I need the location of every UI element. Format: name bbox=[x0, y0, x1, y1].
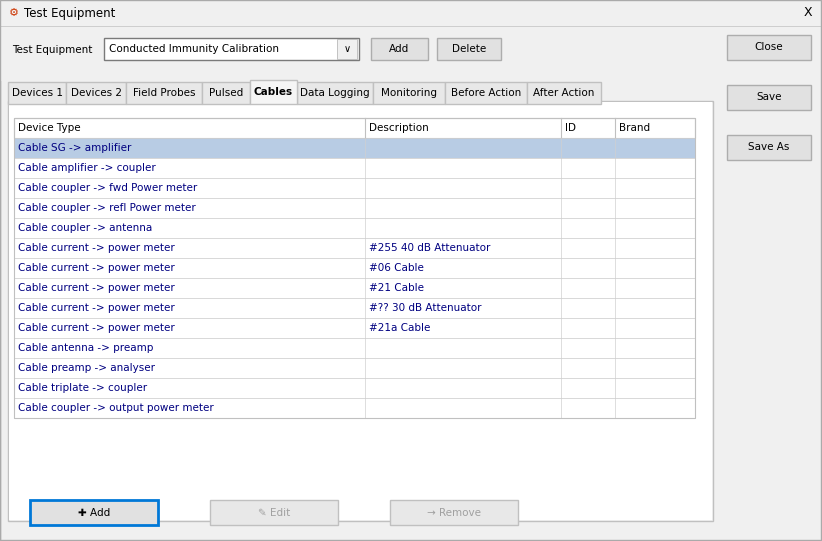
Text: X: X bbox=[804, 6, 812, 19]
Bar bbox=[390, 500, 518, 525]
Bar bbox=[0, 0, 822, 26]
Text: Monitoring: Monitoring bbox=[381, 88, 437, 98]
Text: Cable coupler -> fwd Power meter: Cable coupler -> fwd Power meter bbox=[18, 183, 197, 193]
Bar bbox=[445, 82, 527, 104]
Text: After Action: After Action bbox=[533, 88, 594, 98]
Text: #255 40 dB Attenuator: #255 40 dB Attenuator bbox=[369, 243, 491, 253]
Text: ∨: ∨ bbox=[344, 44, 350, 54]
Text: Save: Save bbox=[756, 93, 782, 102]
Bar bbox=[437, 38, 501, 60]
Bar bbox=[14, 278, 695, 298]
Bar bbox=[30, 500, 158, 525]
Bar bbox=[66, 82, 126, 104]
Bar bbox=[9, 102, 712, 520]
Bar bbox=[8, 101, 713, 521]
Text: Data Logging: Data Logging bbox=[300, 88, 370, 98]
Text: Cable coupler -> antenna: Cable coupler -> antenna bbox=[18, 223, 152, 233]
Bar bbox=[297, 82, 373, 104]
Text: Cable preamp -> analyser: Cable preamp -> analyser bbox=[18, 363, 155, 373]
Bar bbox=[371, 38, 428, 60]
Text: Devices 2: Devices 2 bbox=[71, 88, 122, 98]
Bar bbox=[14, 118, 695, 138]
Bar bbox=[126, 82, 202, 104]
Bar bbox=[14, 178, 695, 198]
Text: Add: Add bbox=[390, 44, 409, 54]
Text: ⚙: ⚙ bbox=[9, 8, 19, 18]
Bar bbox=[14, 398, 695, 418]
Text: Cable triplate -> coupler: Cable triplate -> coupler bbox=[18, 383, 147, 393]
Bar bbox=[8, 82, 66, 104]
Bar bbox=[104, 38, 359, 60]
Text: Cable antenna -> preamp: Cable antenna -> preamp bbox=[18, 343, 154, 353]
Bar bbox=[0, 26, 822, 81]
Bar bbox=[727, 35, 811, 60]
Text: Delete: Delete bbox=[452, 44, 486, 54]
Text: ✎ Edit: ✎ Edit bbox=[258, 507, 290, 518]
Text: #21 Cable: #21 Cable bbox=[369, 283, 424, 293]
Bar bbox=[14, 138, 695, 158]
Bar bbox=[14, 338, 695, 358]
Text: Conducted Immunity Calibration: Conducted Immunity Calibration bbox=[109, 44, 279, 54]
Text: #06 Cable: #06 Cable bbox=[369, 263, 424, 273]
Text: Cable current -> power meter: Cable current -> power meter bbox=[18, 283, 175, 293]
Bar bbox=[14, 198, 695, 218]
Text: Field Probes: Field Probes bbox=[132, 88, 196, 98]
Bar bbox=[14, 318, 695, 338]
Text: Cable current -> power meter: Cable current -> power meter bbox=[18, 243, 175, 253]
Text: #21a Cable: #21a Cable bbox=[369, 323, 431, 333]
Text: Cable amplifier -> coupler: Cable amplifier -> coupler bbox=[18, 163, 155, 173]
Bar bbox=[337, 39, 357, 59]
Bar bbox=[14, 378, 695, 398]
Bar bbox=[14, 258, 695, 278]
Bar bbox=[373, 82, 445, 104]
Text: #?? 30 dB Attenuator: #?? 30 dB Attenuator bbox=[369, 303, 482, 313]
Text: ID: ID bbox=[565, 123, 576, 133]
Bar bbox=[14, 158, 695, 178]
Text: Brand: Brand bbox=[619, 123, 650, 133]
Bar bbox=[14, 418, 695, 519]
Text: Test Equipment: Test Equipment bbox=[12, 45, 92, 55]
Text: Devices 1: Devices 1 bbox=[12, 88, 62, 98]
Text: Device Type: Device Type bbox=[18, 123, 81, 133]
Text: Cables: Cables bbox=[254, 87, 293, 97]
Text: Cable SG -> amplifier: Cable SG -> amplifier bbox=[18, 143, 132, 153]
Text: Description: Description bbox=[369, 123, 429, 133]
Bar bbox=[210, 500, 338, 525]
Bar bbox=[727, 135, 811, 160]
Bar bbox=[527, 82, 601, 104]
Bar bbox=[727, 85, 811, 110]
Text: ✚ Add: ✚ Add bbox=[78, 507, 110, 518]
Text: Cable current -> power meter: Cable current -> power meter bbox=[18, 303, 175, 313]
Text: Before Action: Before Action bbox=[451, 88, 521, 98]
Text: → Remove: → Remove bbox=[427, 507, 481, 518]
Bar bbox=[14, 298, 695, 318]
Bar bbox=[202, 82, 250, 104]
Text: Pulsed: Pulsed bbox=[209, 88, 243, 98]
Text: Cable coupler -> output power meter: Cable coupler -> output power meter bbox=[18, 403, 214, 413]
Bar bbox=[14, 218, 695, 238]
Text: Cable current -> power meter: Cable current -> power meter bbox=[18, 323, 175, 333]
Text: Cable current -> power meter: Cable current -> power meter bbox=[18, 263, 175, 273]
Bar bbox=[14, 238, 695, 258]
Bar bbox=[14, 358, 695, 378]
Text: Save As: Save As bbox=[748, 142, 790, 153]
Text: Close: Close bbox=[755, 43, 783, 52]
Text: Test Equipment: Test Equipment bbox=[24, 6, 115, 19]
Bar bbox=[250, 80, 297, 104]
Text: Cable coupler -> refl Power meter: Cable coupler -> refl Power meter bbox=[18, 203, 196, 213]
Bar bbox=[14, 118, 695, 418]
